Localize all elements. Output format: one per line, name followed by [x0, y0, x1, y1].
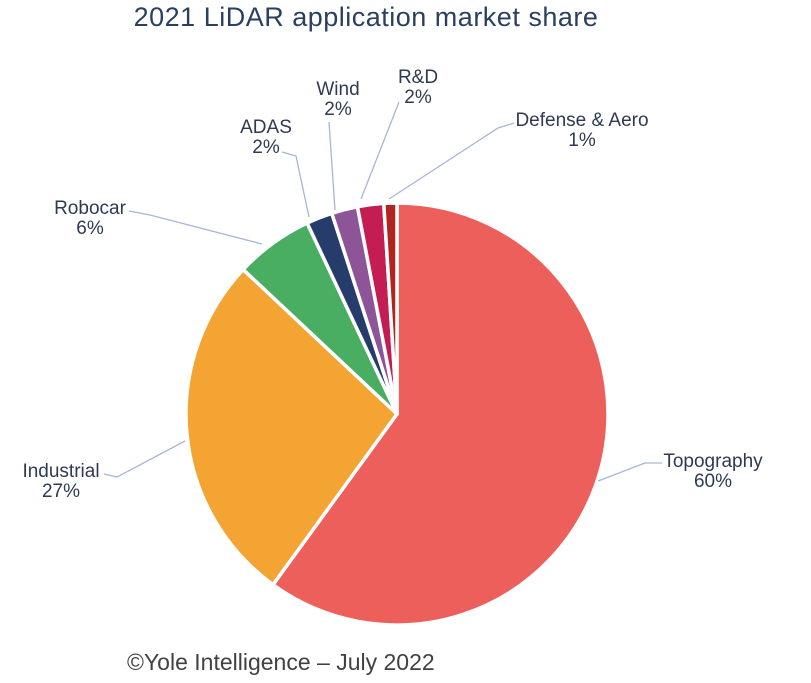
- leader-line-robocar: [128, 210, 263, 245]
- slice-label-name: Wind: [316, 79, 360, 100]
- leader-line-industrial: [103, 440, 186, 478]
- slice-label-pct: 60%: [693, 471, 733, 492]
- leader-line-topography: [597, 462, 662, 482]
- slice-label-industrial: Industrial 27%: [22, 462, 99, 502]
- slice-label-pct: 6%: [76, 218, 104, 239]
- leader-lines: [103, 101, 662, 482]
- leader-line-rnd: [360, 101, 400, 200]
- pie-slice-topography: [271, 201, 610, 627]
- slice-label-pct: 2%: [252, 137, 280, 158]
- pie-slice-industrial: [184, 267, 399, 587]
- slice-label-pct: 1%: [568, 130, 596, 151]
- slice-label-name: Defense & Aero: [515, 110, 649, 131]
- slice-label-name: R&D: [397, 67, 439, 88]
- slice-label-name: Robocar: [54, 198, 126, 219]
- leader-line-wind: [328, 121, 336, 211]
- slice-label-defense-aero: Defense & Aero 1%: [515, 111, 648, 151]
- chart-title: 2021 LiDAR application market share: [133, 2, 599, 32]
- pie-slices: [184, 201, 610, 627]
- copyright-source: ©Yole Intelligence – July 2022: [127, 649, 435, 675]
- slice-label-name: Topography: [663, 451, 763, 472]
- slice-label-pct: 2%: [324, 99, 352, 120]
- slice-label-pct: 27%: [41, 481, 81, 502]
- slice-label-topography: Topography 60%: [663, 452, 762, 492]
- slice-label-name: Industrial: [22, 461, 100, 482]
- slice-label-adas: ADAS 2%: [240, 118, 292, 158]
- slice-label-rnd: R&D 2%: [398, 68, 438, 108]
- slice-label-name: ADAS: [240, 117, 292, 138]
- slice-label-robocar: Robocar 6%: [54, 199, 126, 239]
- pie-slice-defense-aero: [382, 201, 399, 416]
- slice-label-wind: Wind 2%: [316, 80, 359, 120]
- slice-label-pct: 2%: [404, 87, 432, 108]
- leader-line-adas: [281, 151, 310, 218]
- leader-line-defense: [388, 122, 515, 200]
